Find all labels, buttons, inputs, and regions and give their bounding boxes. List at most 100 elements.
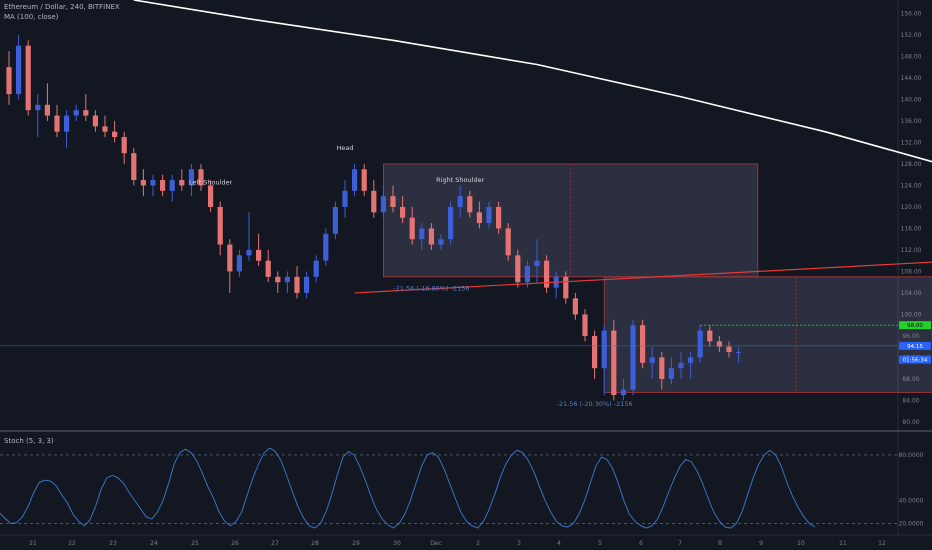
stoch-line (0, 447, 816, 529)
stoch-tick-label: 80.0000 (899, 452, 924, 459)
stoch-tick-label: 20.0000 (899, 521, 924, 528)
pattern-label: Left Shoulder (189, 178, 233, 186)
time-tick-label: 21 (29, 540, 37, 547)
price-tick-label: 116.00 (901, 225, 922, 232)
candle-body (275, 276, 281, 283)
candle-body (726, 346, 732, 353)
symbol-title: Ethereum / Dollar, 240, BITFINEX (4, 3, 120, 11)
candle-body (323, 233, 329, 261)
candle-body (428, 228, 434, 245)
candle-body (25, 45, 31, 111)
price-tick-label: 88.00 (902, 376, 919, 383)
candle-body (620, 389, 626, 396)
candle-body (572, 298, 578, 315)
candle-body (121, 137, 127, 154)
candle-body (6, 67, 12, 95)
candle-body (467, 196, 473, 213)
annotations: Left Shoulder Head Right Shoulder -21.56 (-… (189, 144, 633, 408)
measure-label: -21.56 (-20.30%) -2156 (557, 400, 633, 408)
candle-body (390, 196, 396, 207)
candle-body (294, 276, 300, 293)
time-tick-label: 29 (352, 540, 360, 547)
candle-body (505, 228, 511, 256)
overlay-lines (0, 0, 932, 347)
candle-body (688, 357, 694, 363)
stoch-legend[interactable]: Stoch (5, 3, 3) (4, 437, 54, 445)
candle-body (102, 126, 108, 132)
candle-body (92, 115, 98, 127)
candle-body (592, 335, 598, 369)
candle-body (409, 217, 415, 240)
candle-body (601, 330, 607, 369)
candle-body (332, 206, 338, 234)
price-tag-label: 01:56:34 (903, 358, 928, 364)
candle-body (64, 115, 70, 132)
time-tick-label: 22 (68, 540, 76, 547)
candle-body (112, 131, 118, 138)
pattern-label: Head (337, 144, 354, 152)
time-tick-label: 23 (109, 540, 117, 547)
candle-body (697, 330, 703, 358)
price-tick-label: 112.00 (901, 247, 922, 254)
candle-body (284, 276, 290, 283)
candle-body (217, 206, 223, 245)
time-tick-label: 6 (639, 540, 643, 547)
price-tick-label: 144.00 (901, 75, 922, 82)
candle-body (371, 190, 377, 213)
measure-box[interactable] (603, 276, 932, 393)
candle-body (140, 180, 146, 186)
neckline[interactable] (354, 261, 932, 294)
candle-body (640, 325, 646, 363)
price-tag[interactable] (899, 341, 931, 350)
time-tick-label: 7 (678, 540, 682, 547)
candle-body (534, 260, 540, 267)
candle-body (438, 239, 444, 245)
candle-body (707, 330, 713, 342)
time-tick-label: 26 (231, 540, 239, 547)
price-tick-label: 136.00 (901, 118, 922, 125)
price-tick-label: 108.00 (901, 268, 922, 275)
candle-body (150, 180, 156, 186)
candle-body (236, 255, 242, 272)
price-tick-label: 84.00 (902, 397, 919, 404)
candle-body (419, 228, 425, 240)
time-tick-label: 9 (759, 540, 763, 547)
time-axis: 21 22 23 24 25 26 27 28 29 30 Dec 2 3 4 5 6 7 8 9 10 11 12 (29, 540, 886, 547)
candle-body (544, 260, 550, 288)
price-tick-label: 152.00 (901, 32, 922, 39)
price-tick-label: 156.00 (901, 10, 922, 17)
candle-body (304, 276, 310, 293)
price-tick-label: 104.00 (901, 290, 922, 297)
candle-body (716, 341, 722, 347)
candle-body (169, 180, 175, 191)
price-tag[interactable] (899, 355, 931, 364)
price-tick-label: 124.00 (901, 182, 922, 189)
candle-body (380, 196, 386, 213)
candle-body (659, 357, 665, 379)
candle-body (486, 206, 492, 224)
candle-body (44, 104, 50, 116)
time-tick-label: 3 (517, 540, 521, 547)
price-tag[interactable] (899, 321, 931, 330)
candle-body (16, 45, 22, 95)
price-tag-label: 98.00 (907, 323, 923, 329)
candle-body (227, 244, 233, 272)
candle-body (73, 110, 79, 116)
price-tag-label: 94.15 (907, 344, 923, 350)
ma-legend[interactable]: MA (100, close) (4, 13, 59, 21)
candle-body (208, 185, 214, 207)
price-tick-label: 120.00 (901, 204, 922, 211)
time-tick-label: 24 (150, 540, 158, 547)
time-tick-label: 28 (311, 540, 319, 547)
candle-body (313, 260, 319, 277)
time-tick-label: 30 (393, 540, 401, 547)
time-tick-label: 10 (797, 540, 805, 547)
time-tick-label: 5 (598, 540, 602, 547)
candle-body (668, 368, 674, 379)
candle-body (476, 212, 482, 224)
candle-body (457, 196, 463, 207)
time-tick-label: 25 (191, 540, 199, 547)
price-tick-label: 80.00 (902, 419, 919, 426)
price-tags[interactable]: 98.00 94.15 01:56:34 (899, 321, 931, 364)
